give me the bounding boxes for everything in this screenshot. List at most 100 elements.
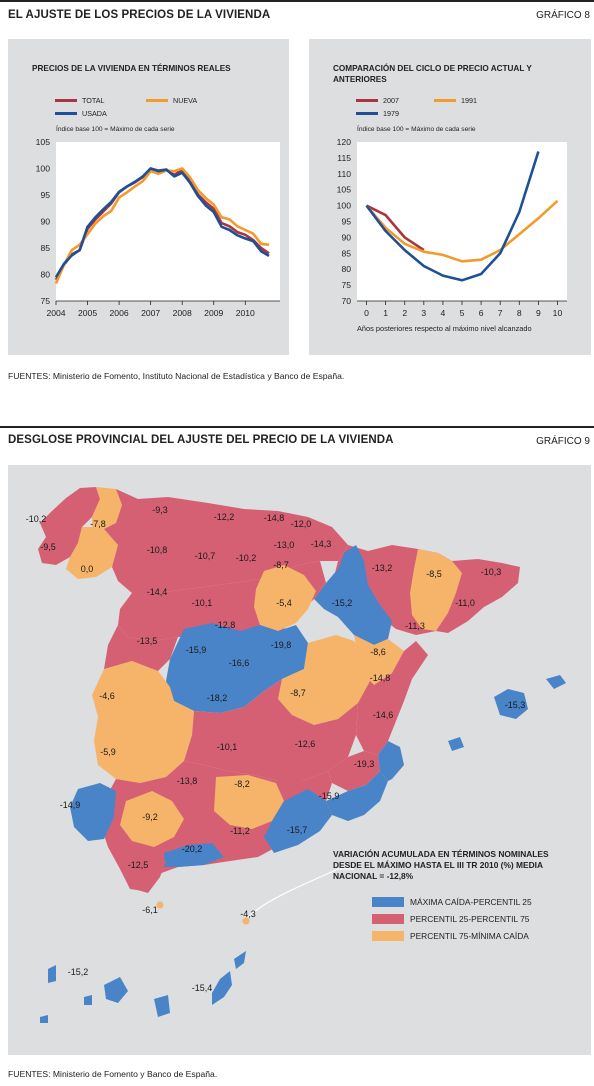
province-value: -14,9 [60,800,81,810]
y-tick-label: 90 [341,232,351,242]
map-title: VARIACIÓN ACUMULADA EN TÉRMINOS NOMINALE… [333,849,549,881]
legend-1991-swatch [434,99,456,102]
province-value: -13,2 [372,563,393,573]
province-value: -11,0 [455,598,475,608]
plot-area [56,142,280,301]
map-panel: -10,2 -7,8 -9,3 -12,2 -14,8 -12,0 -9,5 0,0 -10,8… [8,465,591,1055]
province-value: 0,0 [81,564,94,574]
series-line-1979 [365,151,540,282]
y-tick-label: 120 [337,137,352,147]
series-line-usada [54,167,270,278]
y-tick-label: 110 [337,169,351,179]
province-value: -15,7 [287,825,308,835]
chart-left-subtitle: Índice base 100 = Máximo de cada serie [56,126,175,133]
chart-right-subtitle: Índice base 100 = Máximo de cada serie [357,126,476,133]
y-tick-label: 100 [36,164,51,174]
province-value: -9,2 [142,812,158,822]
y-tick-label: 100 [337,201,352,211]
spain-mainland [38,487,520,893]
map-legend-low: MÁXIMA CAÍDA-PERCENTIL 25 [372,897,532,907]
province-value: -8,7 [290,688,306,698]
province-value: -10,3 [481,567,502,577]
y-tick-label: 85 [341,248,351,258]
x-tick-label: 6 [479,308,484,318]
x-tick-label: 8 [517,308,522,318]
province-value: -15,9 [319,791,340,801]
chart-right-panel: COMPARACIÓN DEL CICLO DE PRECIO ACTUAL Y… [309,39,591,355]
map-legend-high-swatch [372,931,404,941]
legend-2007-swatch [356,99,378,102]
section9-rule [0,426,594,428]
province-value: -14,3 [311,539,332,549]
legend-usada-swatch [55,112,77,115]
map-legend-mid-swatch [372,914,404,924]
region-cuenca-high [278,635,370,725]
legend-1979-swatch [356,112,378,115]
province-value: -5,4 [276,598,292,608]
region-alicante [378,741,404,781]
region-menorca [546,675,566,689]
x-tick-label: 0 [364,308,369,318]
region-zaragoza [314,545,392,645]
province-value: -10,1 [192,598,213,608]
province-value: -14,4 [147,587,168,597]
province-value: -10,2 [26,514,47,524]
legend-total: TOTAL [55,96,105,105]
province-value: -14,8 [370,673,391,683]
province-value: -10,8 [147,545,168,555]
y-tick-label: 105 [337,185,352,195]
province-value: -4,6 [99,691,115,701]
region-cadiz [124,847,166,893]
chart-left-svg: 75 80 85 90 95 100 105 2004 2005 2006 2007 2008 2009… [36,137,280,318]
map-legend-high: PERCENTIL 75-MÍNIMA CAÍDA [372,931,529,941]
region-melilla [242,917,250,925]
region-ourense [66,527,118,579]
section8-source: FUENTES: Ministerio de Fomento, Institut… [8,371,345,381]
region-ceuta [156,901,164,909]
y-tick-label: 95 [341,217,351,227]
region-canarias-tenerife [104,977,128,1003]
region-murcia [326,771,388,821]
x-tick-label: 2005 [78,308,97,318]
y-tick-label: 90 [40,217,50,227]
region-jaen [214,775,284,829]
region-ibiza [448,737,464,751]
section9-title: DESGLOSE PROVINCIAL DEL AJUSTE DEL PRECI… [8,434,394,446]
top-rule [0,0,594,2]
province-value: -12,0 [291,519,312,529]
province-value: -15,3 [505,700,526,710]
region-canarias-lanzarote [234,951,246,969]
region-lugo [92,487,122,529]
section8-title: EL AJUSTE DE LOS PRECIOS DE LA VIVIENDA [8,9,271,21]
y-tick-label: 80 [40,270,50,280]
region-canarias-gomera [84,995,92,1005]
map-labels: -10,2 -7,8 -9,3 -12,2 -14,8 -12,0 -9,5 0,0 -10,8… [26,505,526,993]
x-tick-label: 3 [421,308,426,318]
section8-label: GRÁFICO 8 [536,10,590,21]
region-castilla-mancha [184,679,358,781]
x-tick-label: 4 [441,308,446,318]
province-value: -14,6 [373,710,394,720]
province-value: -14,8 [264,513,285,523]
province-value: -4,3 [240,909,256,919]
x-tick-label: 2004 [46,308,65,318]
y-tick-label: 85 [40,243,50,253]
province-value: -13,8 [177,776,198,786]
province-value: -20,2 [182,844,203,854]
y-tick-label: 105 [36,137,51,147]
chart-right-title: COMPARACIÓN DEL CICLO DE PRECIO ACTUAL Y… [333,64,532,84]
region-canarias-fuerteventura [212,971,232,1005]
chart-right-xlabel: Años posteriores respecto al máximo nive… [357,324,532,333]
legend-1991: 1991 [434,96,477,105]
x-tick-label: 10 [553,308,563,318]
section9-label: GRÁFICO 9 [536,436,590,447]
region-albacete [328,751,380,791]
province-value: -11,3 [405,621,425,631]
connector-line [247,868,339,918]
legend-1979: 1979 [356,109,399,118]
region-valencia [356,641,428,755]
x-tick-label: 7 [498,308,503,318]
x-tick-label: 2006 [110,308,129,318]
province-value: -10,1 [217,742,238,752]
region-catalonia [436,559,520,633]
